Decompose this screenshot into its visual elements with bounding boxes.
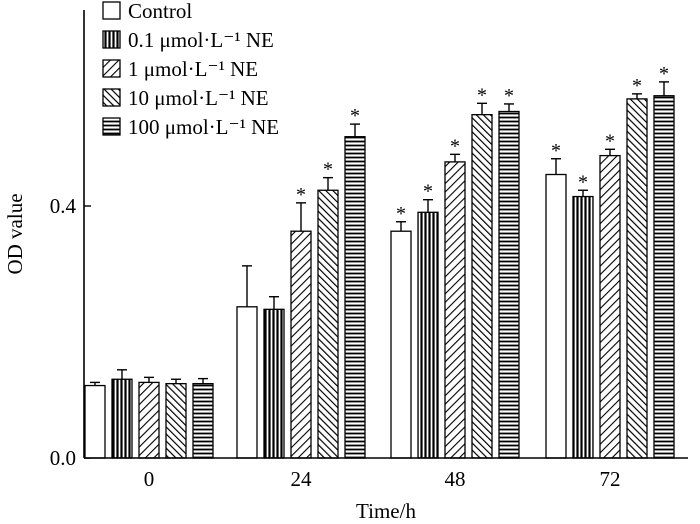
legend-swatch (102, 88, 121, 107)
bar (290, 230, 312, 459)
bar (192, 383, 214, 459)
significance-star: * (578, 171, 588, 193)
bar (498, 110, 520, 459)
legend-swatch (102, 30, 121, 49)
significance-star: * (551, 140, 561, 162)
significance-star: * (632, 75, 642, 97)
x-axis-title: Time/h (356, 499, 416, 523)
legend-label: 0.1 μmol·L⁻¹ NE (128, 28, 274, 52)
bar (236, 306, 258, 459)
bar (444, 161, 466, 459)
bar (471, 114, 493, 459)
legend-swatch (102, 59, 121, 78)
bar (599, 154, 621, 459)
significance-star: * (323, 159, 333, 181)
significance-star: * (477, 84, 487, 106)
bar (263, 308, 285, 459)
legend-swatch (102, 117, 121, 136)
x-tick-label: 72 (600, 467, 621, 491)
bar (390, 230, 412, 459)
legend-swatch (102, 1, 121, 20)
y-tick-label: 0.4 (50, 194, 77, 218)
legend: Control 0.1 μmol·L⁻¹ NE 1 μmol·L⁻¹ NE 10 μm… (102, 0, 279, 139)
significance-star: * (605, 130, 615, 152)
bar (344, 136, 366, 459)
bar (165, 383, 187, 459)
significance-star: * (423, 181, 433, 203)
legend-label: 100 μmol·L⁻¹ NE (128, 115, 279, 139)
significance-star: * (396, 203, 406, 225)
bar (653, 95, 675, 459)
legend-label: 10 μmol·L⁻¹ NE (128, 86, 269, 110)
bar (417, 211, 439, 459)
significance-star: * (450, 135, 460, 157)
x-tick-label: 0 (144, 467, 155, 491)
significance-star: * (350, 105, 360, 127)
plot-area: 0.0 0.4 * * * * * * * * * * * * * 0 24 48 72 (50, 63, 675, 491)
bar (626, 98, 648, 459)
legend-label: Control (128, 0, 192, 23)
legend-label: 1 μmol·L⁻¹ NE (128, 57, 258, 81)
y-axis-title: OD value (3, 193, 27, 274)
x-tick-label: 48 (445, 467, 466, 491)
bar (84, 384, 106, 459)
significance-star: * (296, 184, 306, 206)
bar (317, 189, 339, 459)
bar (111, 378, 133, 459)
y-tick-label: 0.0 (50, 446, 76, 470)
bar (545, 173, 567, 459)
bar (138, 381, 160, 459)
bar (572, 195, 594, 459)
significance-star: * (659, 63, 669, 85)
x-tick-label: 24 (291, 467, 313, 491)
significance-star: * (504, 85, 514, 107)
